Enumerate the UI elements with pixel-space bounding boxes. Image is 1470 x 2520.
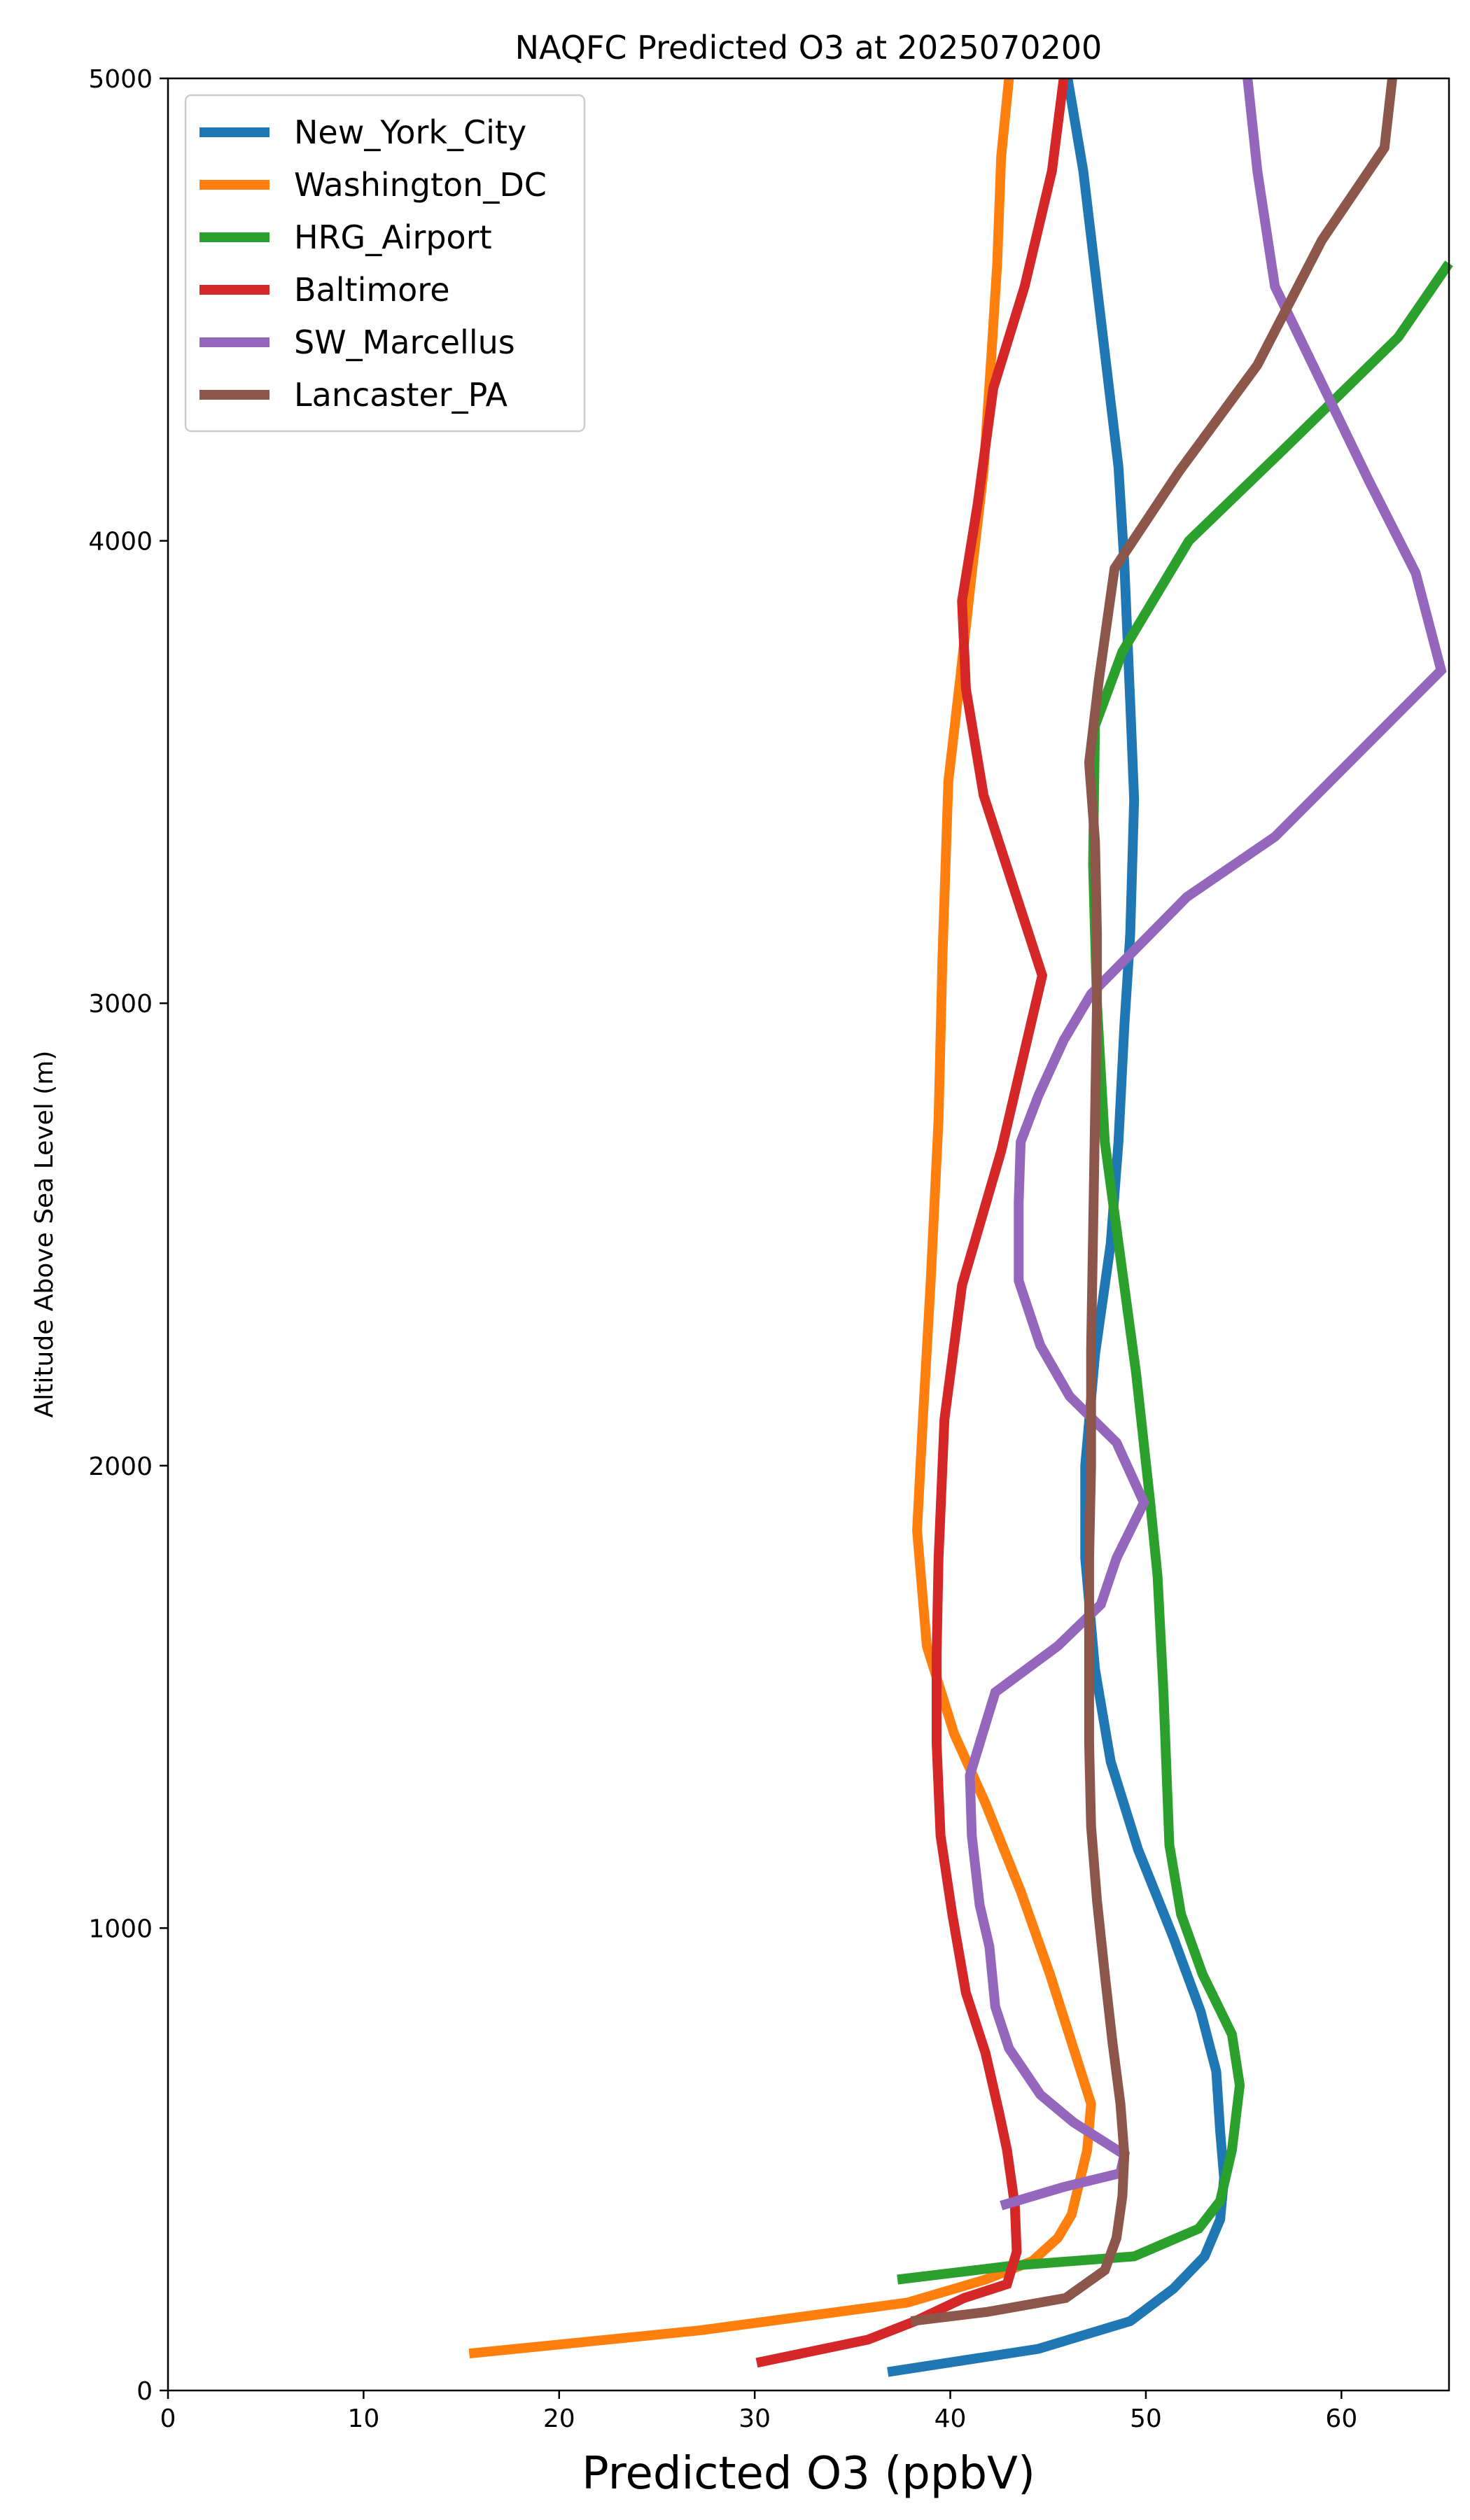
plot-lines [468, 77, 1453, 2377]
legend-label: New_York_City [294, 113, 526, 151]
series-line-hrg-airport [897, 260, 1453, 2285]
x-axis-label: Predicted O3 (ppbV) [582, 2448, 1035, 2500]
y-tick-label: 4000 [88, 528, 153, 556]
y-axis-ticks: 0 1000 2000 3000 4000 5000 [88, 65, 168, 2406]
legend-label: SW_Marcellus [294, 323, 515, 361]
x-tick-label: 40 [934, 2404, 967, 2433]
x-tick-label: 30 [738, 2404, 771, 2433]
x-tick-label: 0 [160, 2404, 176, 2433]
y-tick-label: 1000 [88, 1914, 153, 1943]
chart-title: NAQFC Predicted O3 at 2025070200 [515, 29, 1102, 66]
series-line-baltimore [755, 78, 1069, 2368]
legend-label: Baltimore [294, 271, 450, 309]
y-tick-label: 0 [136, 2377, 153, 2406]
x-axis-ticks: 0 10 20 30 40 50 60 [160, 2390, 1357, 2433]
y-tick-label: 5000 [88, 65, 153, 94]
x-tick-label: 10 [347, 2404, 379, 2433]
y-axis-label: Altitude Above Sea Level (m) [30, 1051, 59, 1418]
legend-label: Lancaster_PA [294, 376, 507, 414]
x-tick-label: 60 [1325, 2404, 1357, 2433]
legend-box [184, 94, 586, 433]
x-tick-label: 20 [543, 2404, 575, 2433]
y-tick-label: 3000 [88, 990, 153, 1018]
legend-label: Washington_DC [294, 166, 547, 204]
x-tick-label: 50 [1130, 2404, 1162, 2433]
series-line-lancaster-pa [910, 78, 1397, 2326]
y-tick-label: 2000 [88, 1452, 153, 1481]
legend-label: HRG_Airport [294, 218, 492, 256]
axes-frame [167, 77, 1450, 2392]
legend: New_York_City Washington_DC HRG_Airport Bal… [184, 94, 586, 433]
series-line-sw-marcellus [965, 78, 1447, 2211]
